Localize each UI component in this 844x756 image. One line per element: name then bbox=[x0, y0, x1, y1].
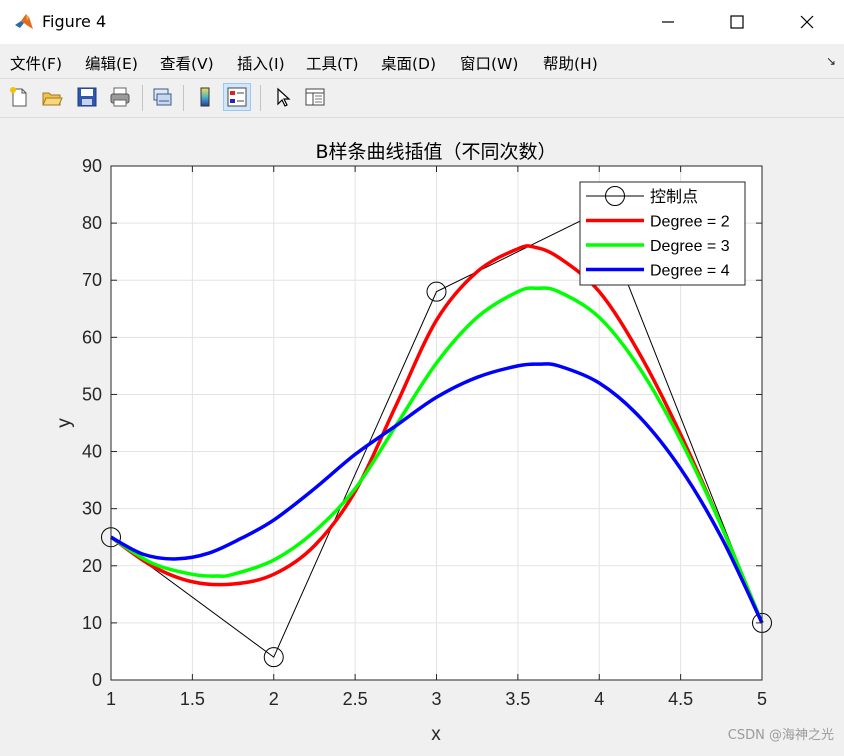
series-control-points-line bbox=[110, 211, 763, 658]
x-tick-label: 5 bbox=[757, 689, 767, 709]
toolbar-separator bbox=[142, 85, 143, 111]
x-tick-label: 3.5 bbox=[505, 689, 530, 709]
x-tick-label: 1 bbox=[106, 689, 116, 709]
edit-plot-icon bbox=[277, 87, 291, 107]
link-plot-button[interactable] bbox=[148, 83, 176, 111]
open-file-icon bbox=[42, 92, 63, 106]
y-tick-label: 20 bbox=[82, 556, 102, 576]
figure-area: 1 1.5 2 2.5 3 3.5 4 4.5 5 0 10 20 30 40 50 60 70 80 90 B样条… bbox=[0, 118, 844, 751]
control-point-marker bbox=[426, 281, 447, 302]
watermark: CSDN @海神之光 bbox=[727, 728, 834, 743]
menu-file[interactable]: 文件(F) bbox=[10, 55, 63, 73]
legend-label: Degree = 2 bbox=[650, 214, 730, 231]
menu-desktop[interactable]: 桌面(D) bbox=[381, 55, 437, 73]
toolbar-separator bbox=[260, 85, 261, 111]
maximize-icon bbox=[730, 15, 744, 29]
close-icon bbox=[800, 15, 814, 29]
menu-view[interactable]: 查看(V) bbox=[160, 55, 214, 73]
print-button[interactable] bbox=[106, 83, 134, 111]
property-inspector-button[interactable] bbox=[301, 83, 329, 111]
x-tick-label: 4 bbox=[594, 689, 604, 709]
legend-label: 控制点 bbox=[650, 187, 698, 206]
x-tick-label: 4.5 bbox=[668, 689, 693, 709]
y-tick-label: 50 bbox=[82, 384, 102, 404]
legend-icon bbox=[227, 87, 247, 107]
series-group bbox=[101, 201, 772, 668]
y-tick-label: 0 bbox=[92, 670, 102, 690]
legend-swatch-marker bbox=[605, 186, 625, 206]
colorbar-button[interactable] bbox=[191, 83, 219, 111]
open-file-button[interactable] bbox=[38, 83, 66, 111]
x-axis-label: x bbox=[431, 724, 441, 745]
toolbar-separator bbox=[183, 85, 184, 111]
legend-label: Degree = 3 bbox=[650, 238, 730, 255]
minimize-icon bbox=[662, 21, 674, 23]
dock-arrow-icon[interactable]: ↘ bbox=[825, 54, 836, 68]
minimize-button[interactable] bbox=[645, 6, 691, 38]
legend-button[interactable] bbox=[223, 83, 251, 111]
series-degree-2-curve bbox=[109, 244, 764, 624]
menu-edit[interactable]: 编辑(E) bbox=[85, 55, 138, 73]
menu-tools[interactable]: 工具(T) bbox=[306, 55, 359, 73]
menu-help[interactable]: 帮助(H) bbox=[543, 55, 598, 73]
y-tick-label: 40 bbox=[82, 442, 102, 462]
legend-label: Degree = 4 bbox=[650, 263, 730, 280]
menu-bar: 文件(F) 编辑(E) 查看(V) 插入(I) 工具(T) 桌面(D) 窗口(W… bbox=[0, 46, 844, 76]
matlab-logo-icon bbox=[15, 14, 33, 29]
toolbar bbox=[0, 78, 844, 118]
y-axis-label: y bbox=[54, 418, 75, 428]
x-tick-label: 3 bbox=[431, 689, 441, 709]
new-figure-icon bbox=[10, 87, 27, 107]
x-tick-label: 2 bbox=[269, 689, 279, 709]
colorbar-icon bbox=[200, 87, 210, 107]
y-tick-label: 30 bbox=[82, 499, 102, 519]
x-tick-label: 2.5 bbox=[343, 689, 368, 709]
series-degree-4-curve bbox=[110, 362, 764, 624]
series-degree-3-curve bbox=[110, 286, 764, 624]
property-inspector-icon bbox=[305, 88, 325, 106]
y-tick-label: 70 bbox=[82, 270, 102, 290]
title-bar: Figure 4 bbox=[0, 0, 844, 44]
control-point-marker bbox=[263, 647, 284, 668]
save-icon bbox=[77, 87, 97, 107]
y-tick-label: 90 bbox=[82, 156, 102, 176]
chart-title: B样条曲线插值（不同次数） bbox=[315, 141, 556, 163]
y-tick-label: 60 bbox=[82, 327, 102, 347]
close-button[interactable] bbox=[784, 6, 830, 38]
print-icon bbox=[110, 87, 130, 107]
y-tick-label: 80 bbox=[82, 213, 102, 233]
new-figure-button[interactable] bbox=[5, 83, 33, 111]
maximize-button[interactable] bbox=[714, 6, 760, 38]
save-button[interactable] bbox=[73, 83, 101, 111]
legend[interactable]: 控制点 Degree = 2 Degree = 3 Degree = 4 bbox=[579, 181, 746, 286]
x-tick-label: 1.5 bbox=[180, 689, 205, 709]
menu-insert[interactable]: 插入(I) bbox=[237, 55, 285, 73]
y-tick-label: 10 bbox=[82, 613, 102, 633]
menu-window[interactable]: 窗口(W) bbox=[460, 55, 519, 73]
link-plot-icon bbox=[153, 88, 172, 106]
edit-plot-button[interactable] bbox=[268, 83, 296, 111]
window-title: Figure 4 bbox=[42, 12, 107, 31]
